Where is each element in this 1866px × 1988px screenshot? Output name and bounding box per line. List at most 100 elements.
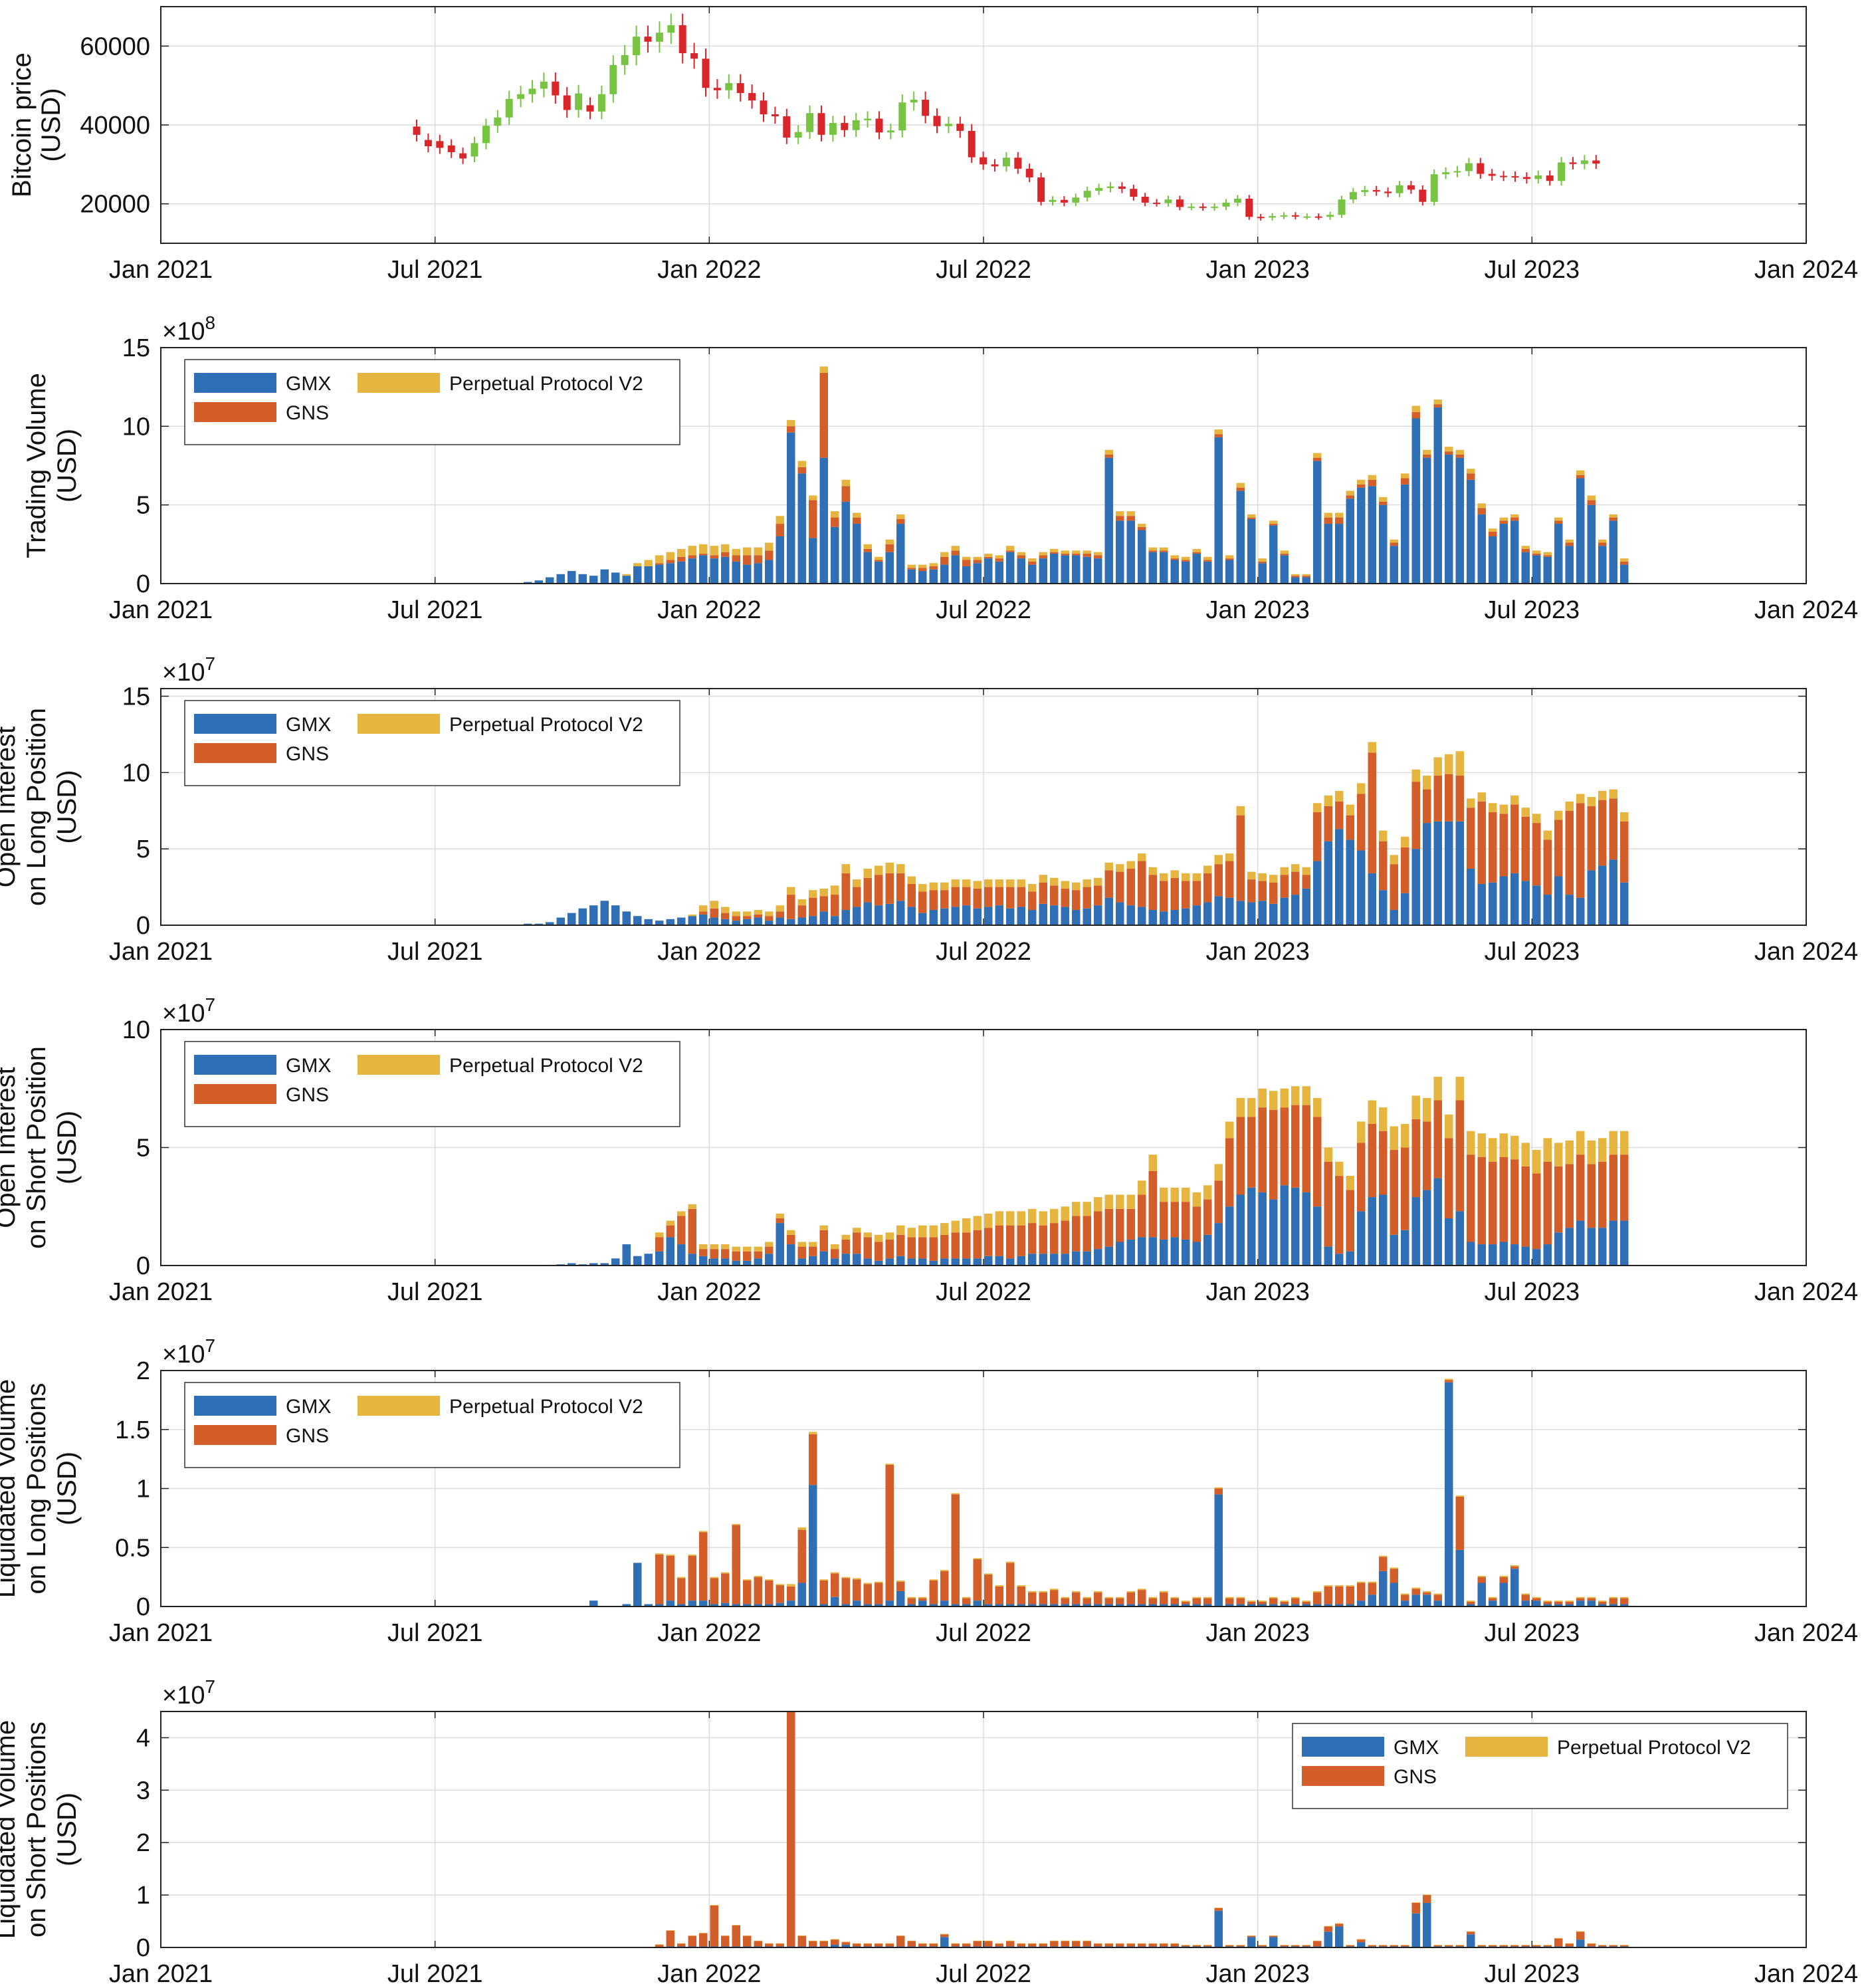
legend-swatch-perpetual-protocol-v2: [358, 714, 440, 734]
bar-gns: [1379, 1131, 1388, 1195]
bar-gmx: [1357, 1601, 1366, 1606]
bar-perpetual-protocol-v2: [1225, 853, 1234, 861]
y-axis-exponent: ×107: [162, 994, 215, 1028]
bar-gmx: [589, 1263, 598, 1266]
candle-body: [898, 102, 906, 131]
y-axis-label: (USD): [52, 1452, 82, 1525]
bar-perpetual-protocol-v2: [688, 1935, 696, 1936]
bar-perpetual-protocol-v2: [1094, 877, 1102, 886]
bar-perpetual-protocol-v2: [1039, 1591, 1047, 1593]
y-tick-label: 1: [136, 1476, 150, 1503]
bar-gmx: [831, 526, 839, 584]
bar-gns: [797, 905, 806, 918]
bar-gmx: [1587, 504, 1596, 584]
bar-gns: [797, 467, 806, 474]
x-tick-label: Jan 2024: [1754, 938, 1858, 966]
bar-perpetual-protocol-v2: [1445, 447, 1453, 452]
legend-label: GNS: [286, 743, 329, 765]
bar-gmx: [611, 572, 620, 584]
bar-gns: [1467, 1601, 1475, 1604]
bar-perpetual-protocol-v2: [1083, 550, 1091, 554]
bar-perpetual-protocol-v2: [984, 1573, 993, 1575]
bar-gmx: [622, 1244, 631, 1266]
bar-gns: [1620, 1598, 1629, 1604]
bar-perpetual-protocol-v2: [1214, 855, 1223, 865]
bar-perpetual-protocol-v2: [1083, 879, 1091, 887]
candle-body: [1141, 196, 1149, 203]
bar-gmx: [918, 1258, 927, 1266]
bar-perpetual-protocol-v2: [1182, 556, 1190, 560]
bar-gns: [841, 1942, 850, 1945]
bar-gns: [655, 1945, 664, 1947]
bar-perpetual-protocol-v2: [1554, 1601, 1563, 1602]
bar-perpetual-protocol-v2: [1258, 1601, 1267, 1602]
bar-perpetual-protocol-v2: [776, 905, 784, 912]
bar-gns: [1017, 1943, 1025, 1947]
bar-gns: [743, 1935, 752, 1947]
bar-gmx: [1609, 1220, 1617, 1266]
bar-gmx: [984, 907, 993, 925]
bar-perpetual-protocol-v2: [1543, 1601, 1552, 1602]
bar-perpetual-protocol-v2: [1050, 877, 1059, 886]
bar-gns: [1039, 1943, 1047, 1947]
bar-perpetual-protocol-v2: [1324, 1926, 1332, 1927]
bar-gmx: [1160, 1239, 1168, 1266]
bar-gns: [1302, 1105, 1310, 1192]
bar-gns: [1598, 800, 1607, 866]
bar-gns: [1423, 1895, 1431, 1903]
bar-gmx: [819, 457, 828, 584]
bar-gns: [995, 558, 1003, 562]
bar-gmx: [1050, 1604, 1059, 1606]
bar-gns: [1083, 554, 1091, 557]
bar-gmx: [677, 1244, 686, 1266]
bar-gns: [875, 560, 883, 562]
bar-perpetual-protocol-v2: [809, 495, 817, 500]
bar-gns: [1423, 1121, 1431, 1190]
bar-perpetual-protocol-v2: [1379, 497, 1388, 502]
bar-gns: [1225, 1945, 1234, 1947]
bar-gmx: [1576, 1939, 1585, 1947]
bar-gns: [863, 548, 872, 552]
bar-gns: [1357, 1143, 1366, 1212]
candle-body: [552, 81, 560, 96]
bar-gmx: [1411, 1197, 1420, 1266]
bar-gns: [1598, 1601, 1607, 1604]
bar-gns: [1587, 1164, 1596, 1228]
bar-perpetual-protocol-v2: [863, 869, 872, 878]
bar-gns: [1390, 1150, 1398, 1235]
bar-gns: [1192, 1945, 1201, 1947]
x-tick-label: Jul 2022: [936, 1960, 1031, 1988]
bar-gns: [1346, 1586, 1354, 1604]
bar-gns: [797, 1529, 806, 1583]
bar-gmx: [1258, 1604, 1267, 1606]
bar-gmx: [1170, 560, 1179, 584]
bar-perpetual-protocol-v2: [1269, 1091, 1278, 1110]
bar-gmx: [995, 1256, 1003, 1266]
bar-perpetual-protocol-v2: [809, 1242, 817, 1247]
bar-gns: [1017, 1586, 1025, 1604]
bar-perpetual-protocol-v2: [1532, 1597, 1541, 1599]
bar-perpetual-protocol-v2: [721, 544, 730, 552]
bar-perpetual-protocol-v2: [1247, 1097, 1256, 1117]
bar-gmx: [546, 922, 554, 925]
bar-perpetual-protocol-v2: [1477, 1575, 1486, 1577]
y-axis-exponent: ×108: [162, 312, 215, 346]
bar-gmx: [1138, 1604, 1146, 1606]
x-tick-label: Jul 2022: [936, 596, 1031, 624]
bar-gmx: [831, 1597, 839, 1606]
bar-gns: [1291, 1105, 1300, 1188]
bar-perpetual-protocol-v2: [710, 1905, 718, 1906]
bar-gns: [1203, 1199, 1212, 1235]
bar-gns: [1510, 1159, 1519, 1245]
bar-gns: [809, 1246, 817, 1256]
bar-perpetual-protocol-v2: [1587, 1140, 1596, 1164]
bar-perpetual-protocol-v2: [754, 547, 762, 556]
bar-gmx: [1182, 561, 1190, 584]
bar-gmx: [1499, 524, 1508, 584]
bar-gns: [907, 1598, 916, 1604]
bar-perpetual-protocol-v2: [951, 1493, 960, 1495]
bar-perpetual-protocol-v2: [1390, 855, 1398, 865]
bar-gmx: [1357, 850, 1366, 925]
bar-gmx: [1598, 1604, 1607, 1606]
bar-gns: [1050, 1223, 1059, 1254]
